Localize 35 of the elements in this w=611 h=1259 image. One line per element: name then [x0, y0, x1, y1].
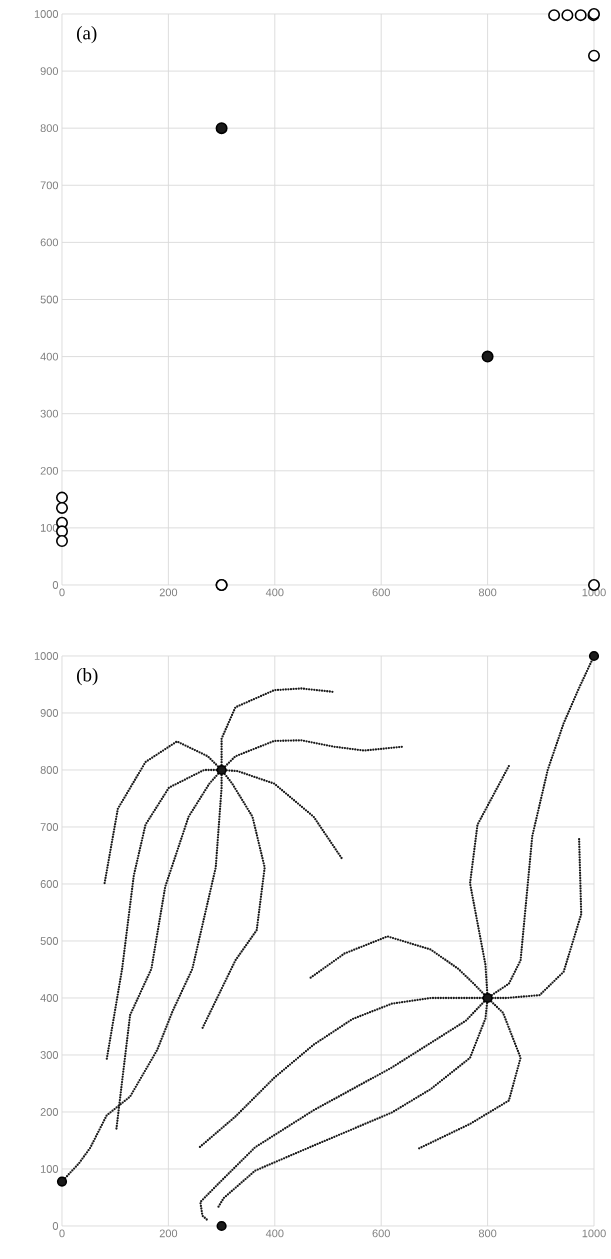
y-tick-label: 900 — [40, 709, 59, 717]
x-tick-label: 200 — [159, 1229, 178, 1238]
x-tick-label: 0 — [59, 1229, 65, 1238]
y-tick-label: 500 — [40, 295, 59, 304]
x-tick-label: 200 — [159, 588, 178, 597]
y-tick-label: 700 — [40, 823, 59, 831]
y-tick-label: 400 — [40, 994, 59, 1002]
y-tick-label: 500 — [40, 937, 59, 945]
y-tick-label: 800 — [40, 766, 59, 774]
x-tick-label: 0 — [59, 588, 65, 597]
y-tick-label: 600 — [40, 238, 59, 247]
y-tick-label: 600 — [40, 880, 59, 888]
y-tick-label: 200 — [40, 466, 59, 475]
x-tick-label: 1000 — [582, 1229, 606, 1238]
x-tick-label: 1000 — [582, 588, 606, 597]
y-tick-label: 400 — [40, 352, 59, 361]
y-tick-label: 1000 — [34, 10, 59, 18]
y-tick-label: 0 — [52, 581, 59, 589]
x-tick-label: 600 — [372, 588, 390, 597]
y-tick-label: 300 — [40, 1051, 59, 1059]
y-tick-label: 800 — [40, 124, 59, 133]
y-tick-label: 200 — [40, 1108, 59, 1116]
y-tick-label: 0 — [52, 1222, 59, 1230]
x-tick-label: 800 — [478, 1229, 497, 1238]
y-tick-label: 100 — [40, 1165, 59, 1173]
x-tick-label: 400 — [265, 1229, 284, 1238]
x-tick-label: 600 — [372, 1229, 390, 1238]
x-tick-label: 800 — [478, 588, 497, 597]
y-tick-label: 900 — [40, 67, 59, 75]
y-tick-label: 300 — [40, 409, 59, 418]
y-tick-label: 700 — [40, 181, 59, 190]
annotation: (b) — [76, 668, 98, 686]
x-tick-label: 400 — [265, 588, 284, 597]
annotation: (a) — [76, 26, 97, 44]
y-tick-label: 1000 — [34, 652, 59, 660]
